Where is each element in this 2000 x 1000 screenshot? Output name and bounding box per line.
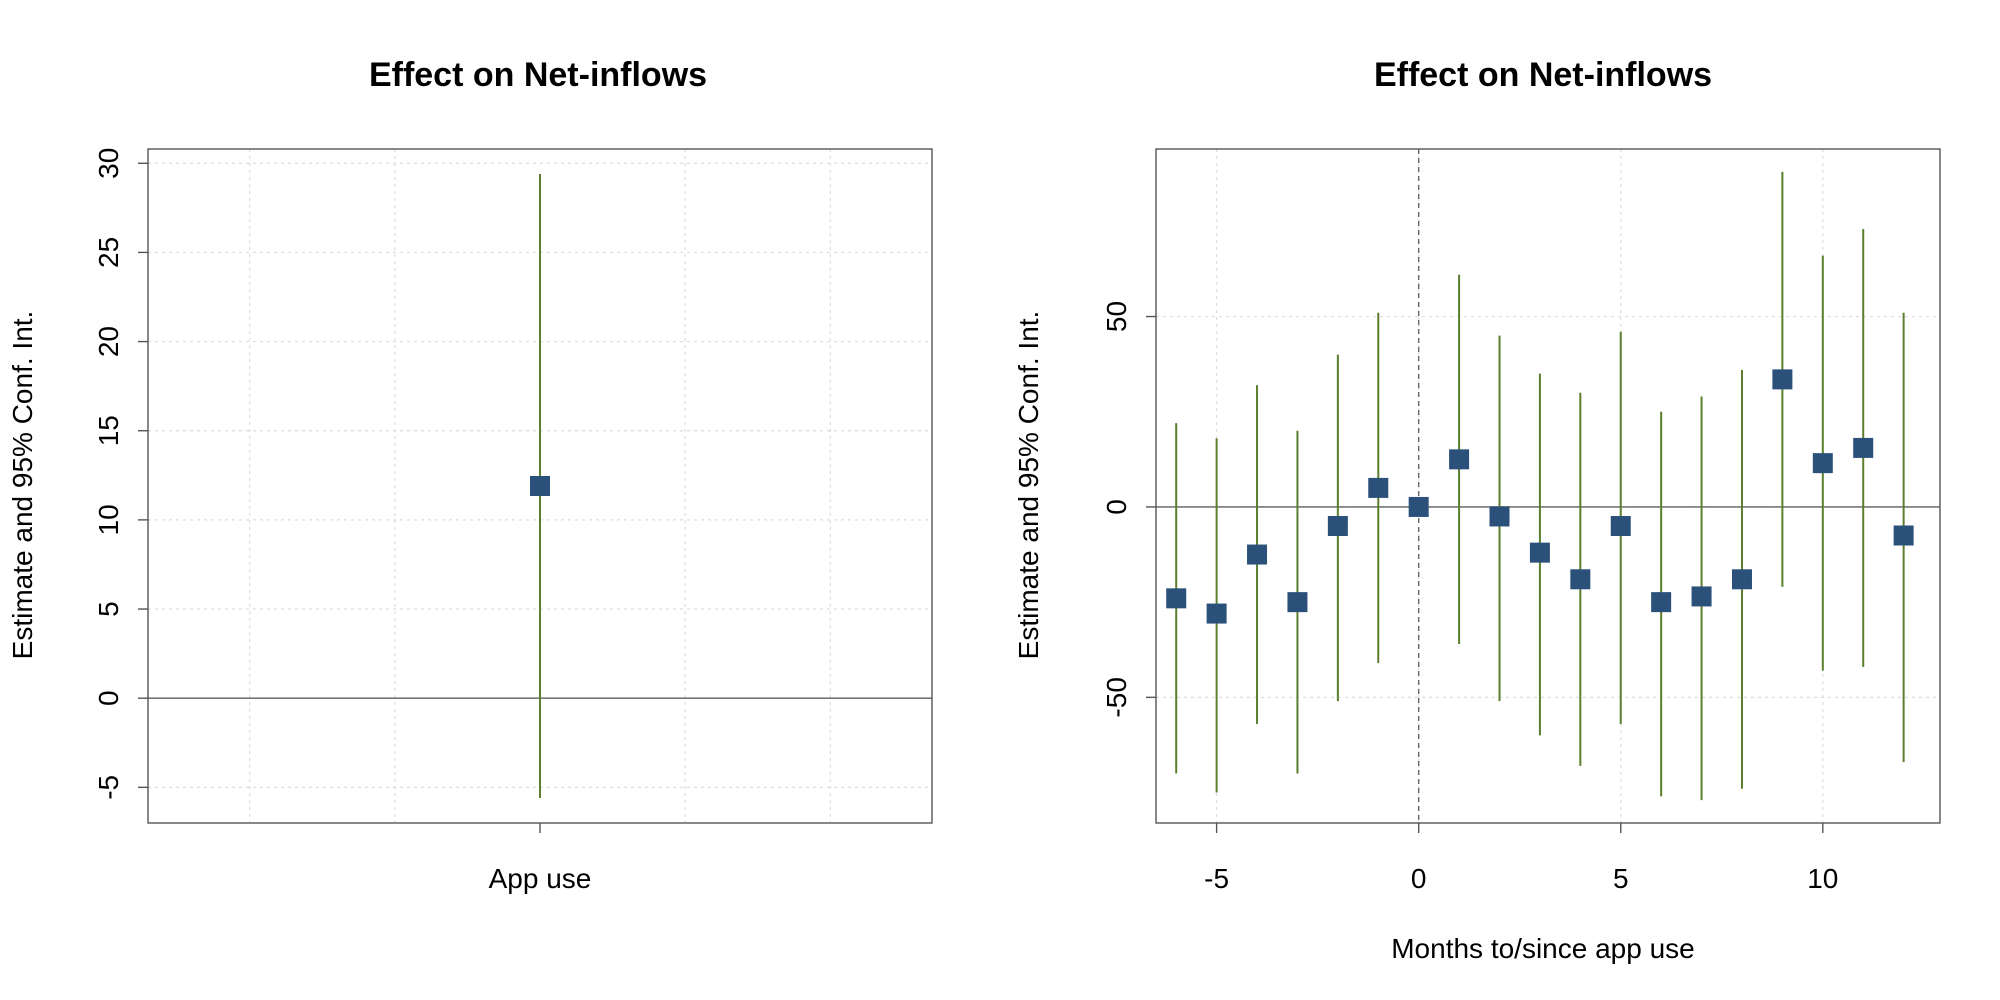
x-axis-label: Months to/since app use xyxy=(1391,933,1695,964)
estimate-marker xyxy=(1206,603,1227,624)
estimate-marker xyxy=(1691,586,1712,607)
y-tick-label: 0 xyxy=(93,690,124,706)
estimate-marker xyxy=(1327,515,1348,536)
estimate-marker xyxy=(1368,477,1389,498)
y-tick-label: 0 xyxy=(1101,499,1132,515)
x-tick-label: 0 xyxy=(1411,863,1427,894)
panel-app-use: Effect on Net-inflows Estimate and 95% C… xyxy=(7,56,933,894)
y-axis-label: Estimate and 95% Conf. Int. xyxy=(1013,311,1044,660)
x-tick-label: 10 xyxy=(1807,863,1838,894)
estimate-marker xyxy=(1772,369,1793,390)
y-axis-label: Estimate and 95% Conf. Int. xyxy=(7,311,38,660)
x-tick-label: -5 xyxy=(1204,863,1229,894)
y-axis-ticks: -50 0 50 xyxy=(1101,301,1156,718)
y-tick-label: -50 xyxy=(1101,677,1132,717)
estimate-marker xyxy=(1570,569,1591,590)
estimate-marker xyxy=(1853,437,1874,458)
plot-frame-box xyxy=(1155,148,1941,824)
x-tick-label: App use xyxy=(489,863,592,894)
y-axis-ticks: -5 0 5 10 15 20 25 30 xyxy=(93,148,148,800)
x-axis-ticks: App use xyxy=(489,823,592,894)
y-tick-label: 20 xyxy=(93,326,124,357)
confidence-intervals xyxy=(1175,171,1905,801)
estimate-marker xyxy=(1489,506,1510,527)
y-tick-label: -5 xyxy=(93,775,124,800)
estimate-marker xyxy=(1529,542,1550,563)
estimate-marker xyxy=(530,476,550,496)
estimate-marker xyxy=(1893,525,1914,546)
estimate-marker xyxy=(1166,588,1187,609)
estimate-marker xyxy=(1610,515,1631,536)
point-estimates xyxy=(530,476,550,496)
chart-title: Effect on Net-inflows xyxy=(369,56,707,94)
x-axis-ticks: -5 0 5 10 xyxy=(1204,823,1838,894)
estimate-marker xyxy=(1247,544,1268,565)
panel-event-study: Effect on Net-inflows Estimate and 95% C… xyxy=(1013,56,1941,964)
estimate-marker xyxy=(1731,569,1752,590)
y-tick-label: 30 xyxy=(93,148,124,179)
point-estimates xyxy=(1166,369,1914,624)
estimate-marker xyxy=(1408,496,1429,517)
x-tick-label: 5 xyxy=(1613,863,1629,894)
y-tick-label: 10 xyxy=(93,504,124,535)
y-tick-label: 5 xyxy=(93,601,124,617)
y-tick-label: 50 xyxy=(1101,301,1132,332)
estimate-marker xyxy=(1812,453,1833,474)
chart-title: Effect on Net-inflows xyxy=(1374,56,1712,94)
y-tick-label: 25 xyxy=(93,237,124,268)
plot-frame xyxy=(1155,148,1941,824)
estimate-marker xyxy=(1449,449,1470,470)
y-tick-label: 15 xyxy=(93,415,124,446)
estimate-marker xyxy=(1287,592,1308,613)
estimate-marker xyxy=(1651,592,1672,613)
